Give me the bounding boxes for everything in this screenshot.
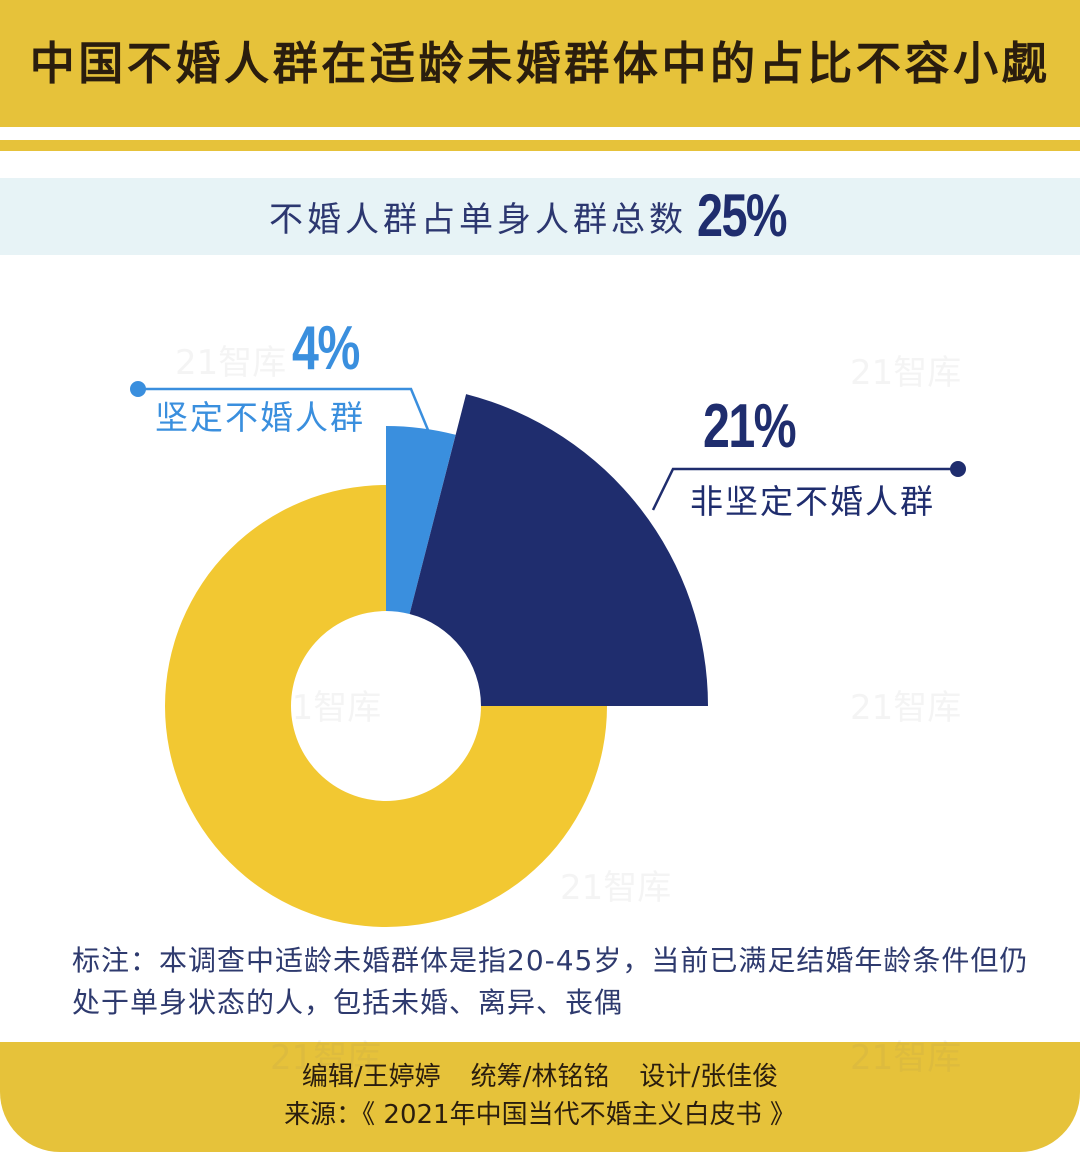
credit-editor: 编辑/王婷婷 [301,1062,441,1092]
segment-firm-unmarried [386,426,456,614]
summary-band [0,178,1080,255]
header-band [0,0,1080,127]
footnote: 标注：本调查中适龄未婚群体是指20-45岁，当前已满足结婚年龄条件但仍处于单身状… [72,944,1029,1019]
segment-nonfirm-unmarried [409,394,708,706]
summary-value: 25% [696,182,788,249]
credits-staff-line: 编辑/王婷婷 统筹/林铭铭 设计/张佳俊 [0,1058,1080,1096]
percent-label-firm: 4% [292,314,360,383]
footer-band [0,1042,1080,1152]
credit-source: 来源：《 2021年中国当代不婚主义白皮书 》 [284,1100,796,1130]
segment-other [165,485,607,927]
header-divider-stripe [0,140,1080,151]
leader-line-firm [130,381,430,431]
page-title: 中国不婚人群在适龄未婚群体中的占比不容小觑 [29,37,1051,90]
summary-line: 不婚人群占单身人群总数 25% [0,180,1080,252]
credit-coordinator: 统筹/林铭铭 [470,1062,610,1092]
summary-text: 不婚人群占单身人群总数 [268,199,687,240]
segment-label-firm: 坚定不婚人群 [155,398,365,437]
leader-line-nonfirm [651,461,966,511]
credits: 编辑/王婷婷 统筹/林铭铭 设计/张佳俊 来源：《 2021年中国当代不婚主义白皮书… [0,1058,1080,1134]
credit-designer: 设计/张佳俊 [639,1062,779,1092]
segment-label-nonfirm: 非坚定不婚人群 [690,482,935,521]
percent-label-nonfirm: 21% [703,392,797,461]
